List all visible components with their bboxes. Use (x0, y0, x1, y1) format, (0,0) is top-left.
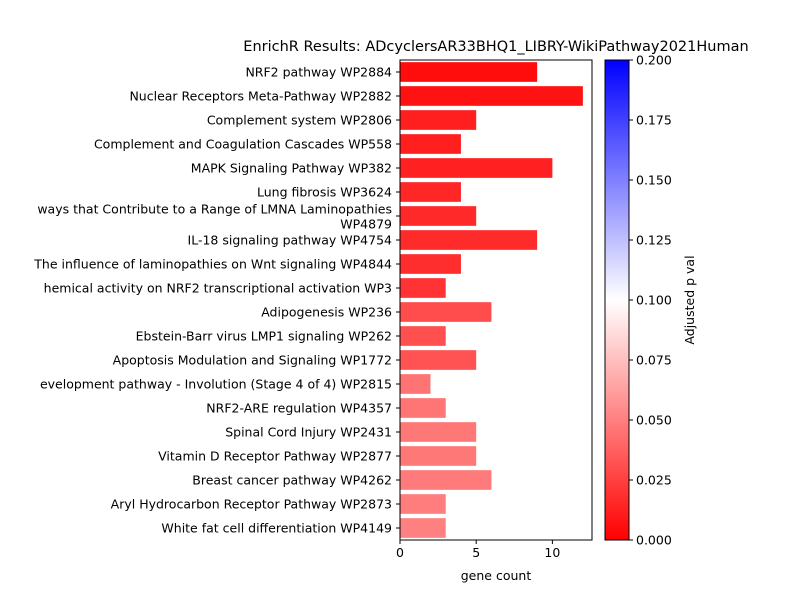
y-tick-label: Vitamin D Receptor Pathway WP2877 (158, 449, 392, 464)
y-tick-label: Complement system WP2806 (207, 113, 392, 128)
y-tick-label: White fat cell differentiation WP4149 (161, 521, 392, 536)
bar (400, 86, 583, 106)
bar (400, 302, 492, 322)
bar (400, 374, 431, 394)
bar (400, 470, 492, 490)
bar (400, 62, 538, 82)
x-tick-label: 10 (544, 545, 560, 560)
bar (400, 518, 446, 538)
colorbar-tick-label: 0.125 (636, 233, 672, 248)
y-tick-label: NRF2 pathway WP2884 (245, 65, 392, 80)
y-tick-label: Breast cancer pathway WP4262 (192, 473, 392, 488)
bar (400, 446, 477, 466)
bar (400, 422, 477, 442)
bar (400, 494, 446, 514)
y-tick-labels: NRF2 pathway WP2884 Nuclear Receptors Met… (33, 65, 400, 536)
bar (400, 134, 461, 154)
colorbar-tick-label: 0.200 (636, 53, 672, 68)
y-tick-label: Apoptosis Modulation and Signaling WP177… (113, 353, 392, 368)
bar (400, 230, 538, 250)
colorbar (604, 59, 630, 541)
y-tick-label: Complement and Coagulation Cascades WP55… (94, 137, 392, 152)
y-tick-label: NRF2-ARE regulation WP4357 (206, 401, 392, 416)
y-tick-label: Ebstein-Barr virus LMP1 signaling WP262 (136, 329, 392, 344)
colorbar-ticks: 0.000 0.025 0.050 0.075 0.100 0.125 0.150 0.175… (629, 53, 672, 548)
bar (400, 278, 446, 298)
bars-group (400, 62, 583, 538)
colorbar-tick-label: 0.100 (636, 293, 672, 308)
bar (400, 158, 553, 178)
y-tick-label: Lung fibrosis WP3624 (257, 185, 392, 200)
y-tick-label: Aryl Hydrocarbon Receptor Pathway WP2873 (111, 497, 392, 512)
x-axis-label: gene count (461, 568, 532, 583)
x-tick-label: 0 (396, 545, 404, 560)
colorbar-tick-label: 0.025 (636, 473, 672, 488)
y-tick-label: Adipogenesis WP236 (261, 305, 392, 320)
chart-title: EnrichR Results: ADcyclersAR33BHQ1_LIBRY… (243, 39, 748, 55)
y-tick-label: Spinal Cord Injury WP2431 (225, 425, 392, 440)
bar (400, 110, 477, 130)
colorbar-tick-label: 0.175 (636, 113, 672, 128)
colorbar-tick-label: 0.075 (636, 353, 672, 368)
y-tick-label: evelopment pathway - Involution (Stage 4… (40, 377, 392, 392)
x-axis-ticks: 0 5 10 (396, 540, 560, 560)
colorbar-tick-label: 0.150 (636, 173, 672, 188)
bar (400, 326, 446, 346)
y-tick-label: hemical activity on NRF2 transcriptional… (44, 281, 392, 296)
y-tick-label: Nuclear Receptors Meta-Pathway WP2882 (129, 89, 392, 104)
colorbar-tick-label: 0.050 (636, 413, 672, 428)
y-tick-label: IL-18 signaling pathway WP4754 (188, 233, 393, 248)
x-tick-label: 5 (472, 545, 480, 560)
plot-frame (399, 59, 593, 541)
bar (400, 350, 477, 370)
bar (400, 182, 461, 202)
y-tick-label: The influence of laminopathies on Wnt si… (33, 257, 392, 272)
y-tick-label: ways that Contribute to a Range of LMNA … (37, 201, 392, 231)
bar (400, 206, 477, 226)
colorbar-tick-label: 0.000 (636, 533, 672, 548)
bar (400, 254, 461, 274)
y-tick-label: MAPK Signaling Pathway WP382 (191, 161, 392, 176)
colorbar-label: Adjusted p val (682, 255, 697, 344)
bar (400, 398, 446, 418)
